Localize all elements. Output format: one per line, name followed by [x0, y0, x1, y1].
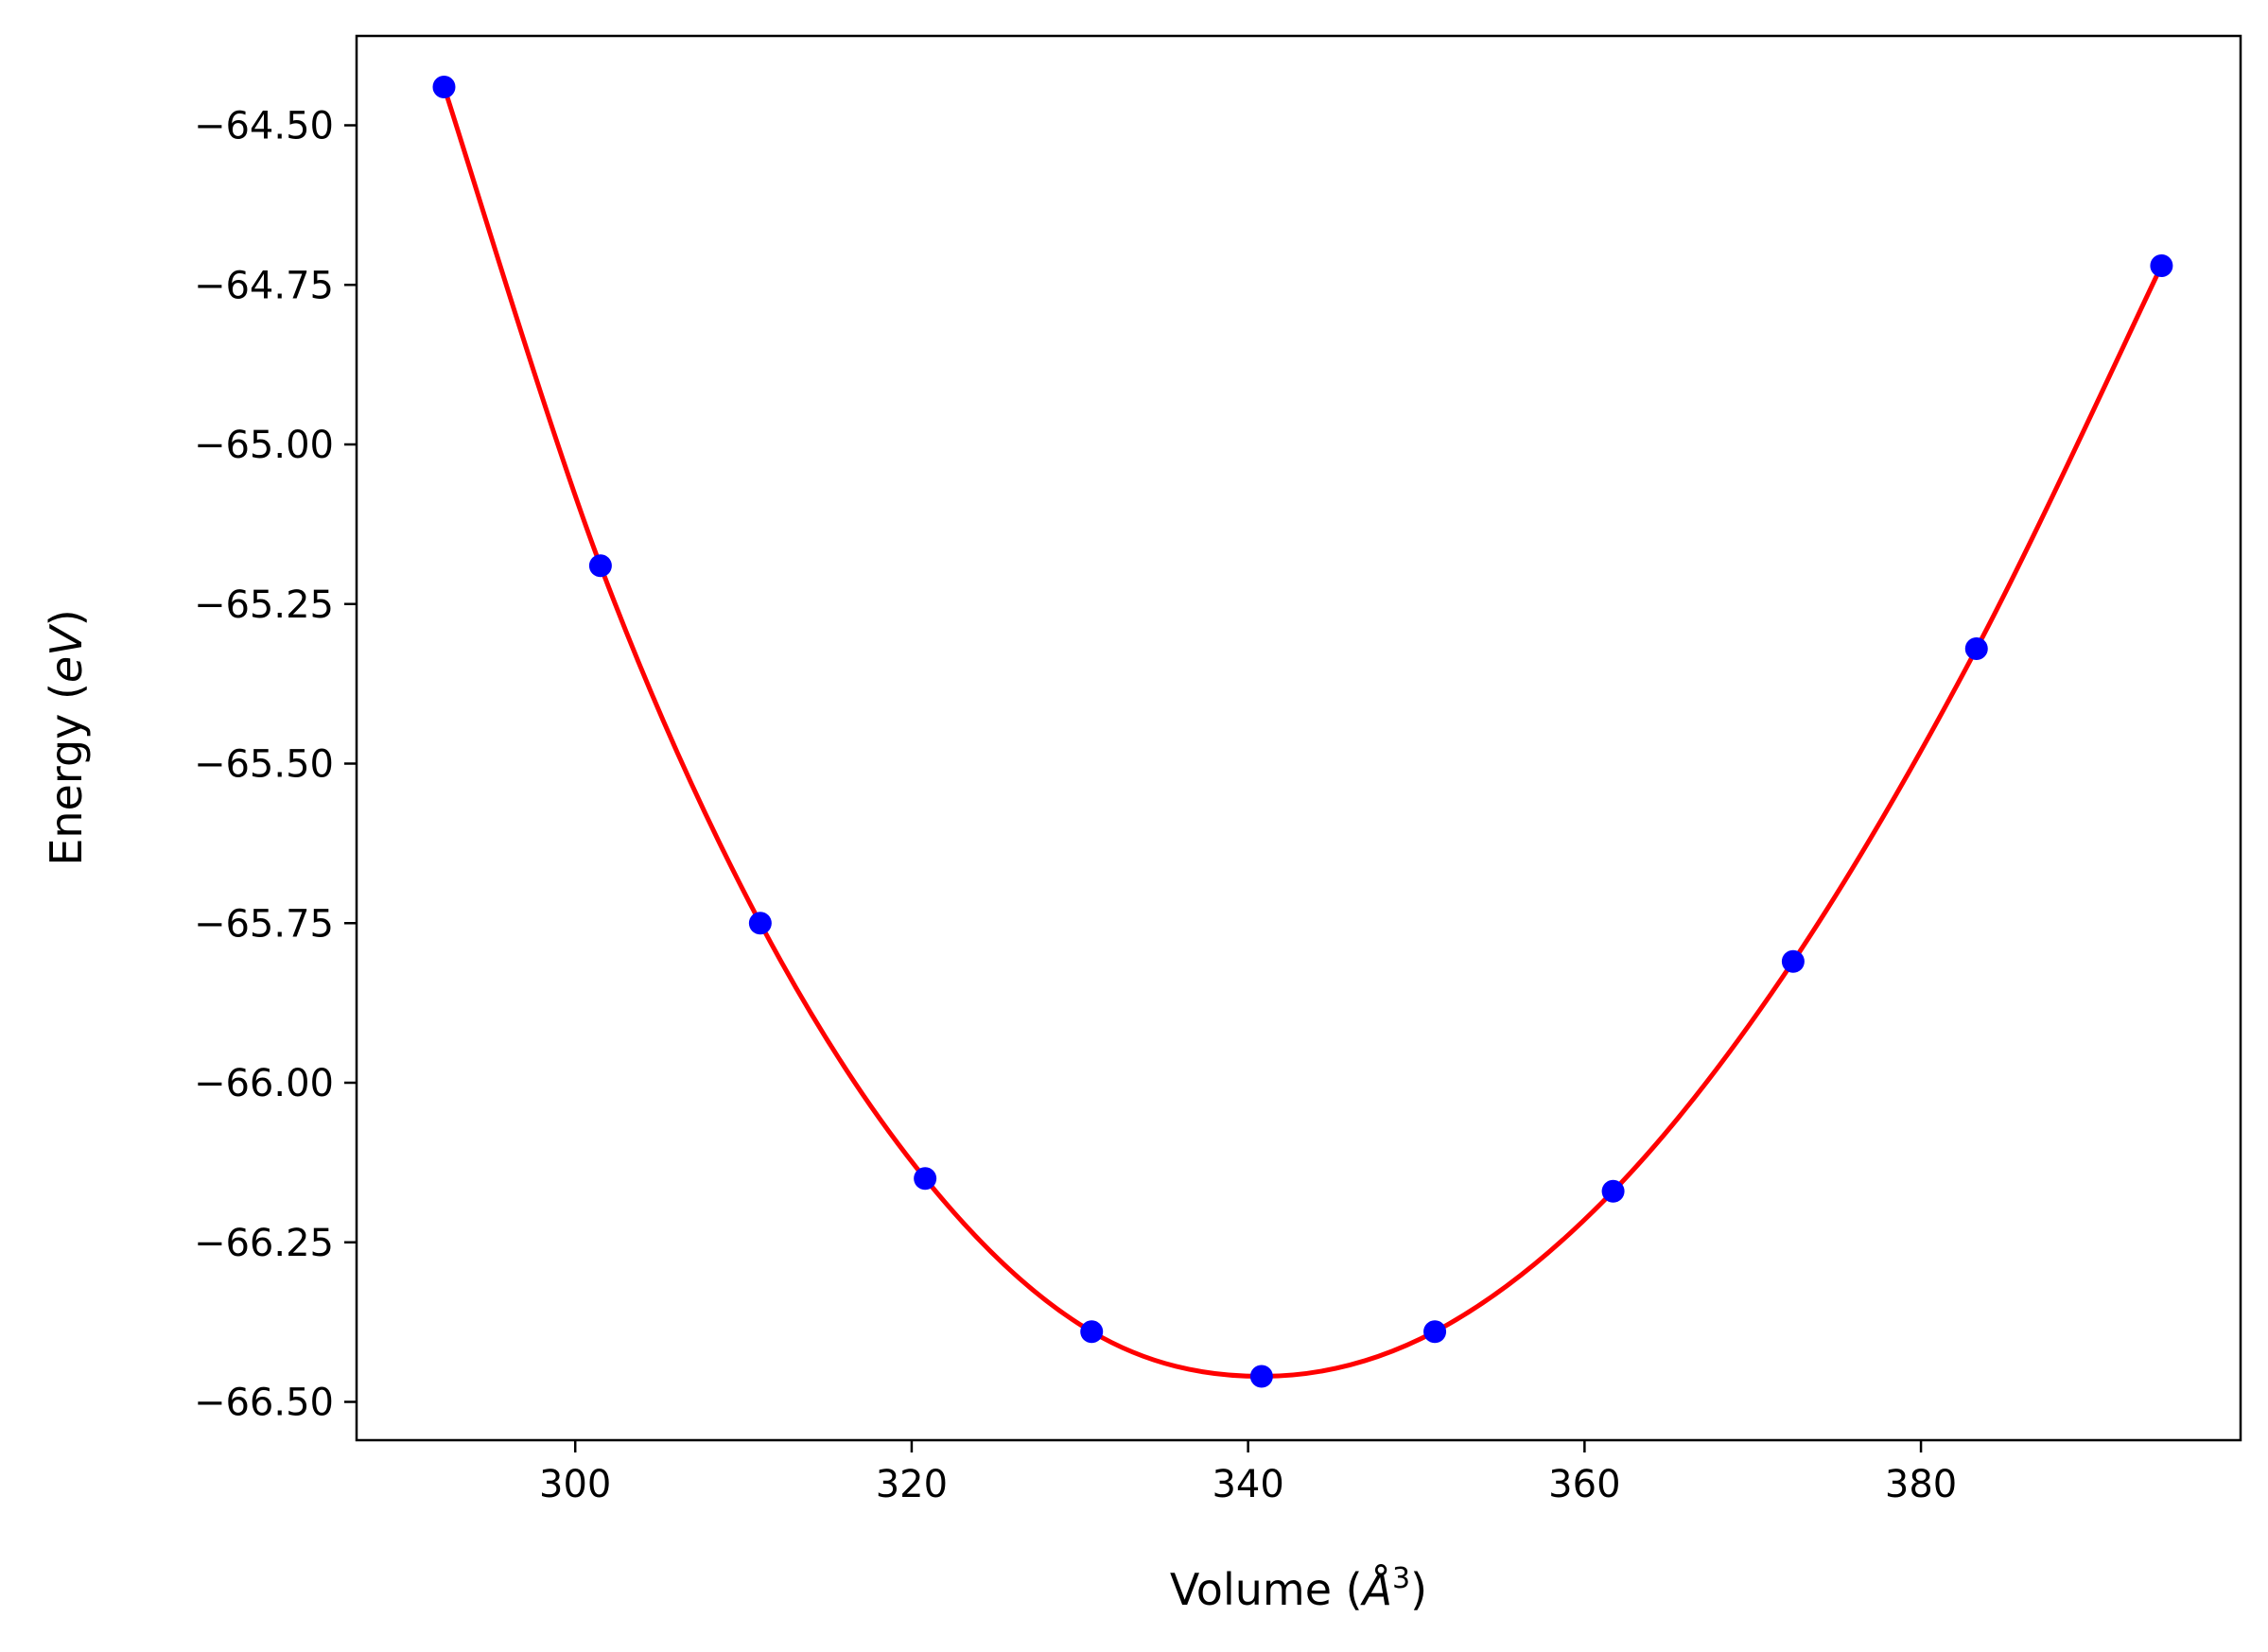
data-point [914, 1167, 937, 1191]
x-tick-label: 320 [876, 1463, 948, 1506]
y-tick-label: −65.50 [194, 743, 334, 787]
y-axis-label: Energy (eV) [41, 609, 92, 865]
fit-curve-line [442, 86, 2164, 1379]
data-point [1781, 949, 1805, 973]
y-tick-label: −66.00 [194, 1062, 334, 1105]
x-tick-label: 360 [1548, 1463, 1620, 1506]
y-tick-label: −64.75 [194, 264, 334, 307]
data-point [1080, 1320, 1104, 1344]
data-point [1423, 1320, 1447, 1344]
x-tick-label: 300 [539, 1463, 611, 1506]
y-tick-label: −66.25 [194, 1222, 334, 1265]
x-tick-label: 340 [1212, 1463, 1283, 1506]
y-tick-label: −65.75 [194, 902, 334, 946]
data-point [432, 76, 456, 98]
data-points [432, 76, 2173, 1388]
data-point [1249, 1365, 1273, 1388]
x-axis-label: Volume (Å3) [1170, 1562, 1427, 1615]
data-point [748, 912, 772, 935]
x-axis-ticks: 300 320 340 360 380 [539, 1440, 1957, 1506]
y-tick-label: −64.50 [194, 105, 334, 148]
data-point [588, 554, 612, 578]
x-tick-label: 380 [1885, 1463, 1957, 1506]
data-point [1964, 637, 1988, 660]
y-tick-label: −65.25 [194, 583, 334, 627]
y-tick-label: −65.00 [194, 424, 334, 467]
plot-frame [355, 34, 2242, 1442]
y-tick-label: −66.50 [194, 1382, 334, 1425]
data-point [1601, 1179, 1625, 1203]
y-axis-ticks: −64.50 −64.75 −65.00 −65.25 −65.50 −65.75 −66.… [194, 105, 357, 1425]
data-point [2150, 254, 2173, 277]
